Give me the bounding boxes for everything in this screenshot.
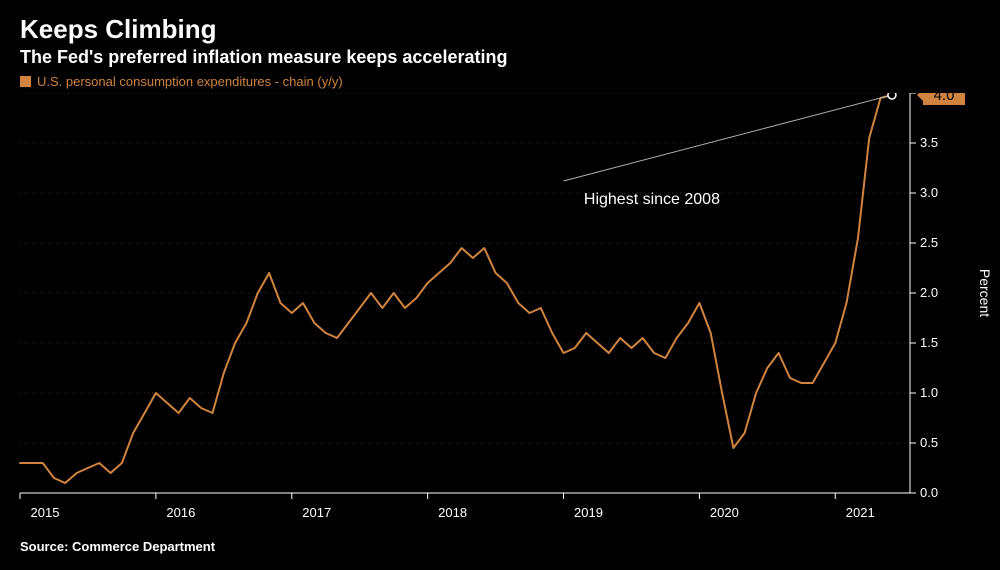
series-line — [20, 95, 892, 483]
legend-label: U.S. personal consumption expenditures -… — [37, 74, 343, 89]
y-tick-label: 2.5 — [920, 235, 938, 250]
annotation-leader — [564, 95, 892, 181]
legend: U.S. personal consumption expenditures -… — [20, 74, 980, 89]
line-chart-svg: 0.0 0.5 1.0 1.5 2.0 2.5 3.0 3.5 4.0 2015 2016 2017 2… — [0, 93, 1000, 533]
value-badge-label: 4.0 — [934, 93, 955, 104]
x-tick-label: 2019 — [574, 505, 603, 520]
legend-swatch — [20, 76, 31, 87]
x-tick-label: 2015 — [31, 505, 60, 520]
y-tick-label: 3.0 — [920, 185, 938, 200]
chart-title: Keeps Climbing — [20, 14, 980, 45]
chart-area: 0.0 0.5 1.0 1.5 2.0 2.5 3.0 3.5 4.0 2015 2016 2017 2… — [0, 93, 1000, 533]
chart-subtitle: The Fed's preferred inflation measure ke… — [20, 47, 980, 68]
chart-header: Keeps Climbing The Fed's preferred infla… — [0, 0, 1000, 93]
y-tick-label: 2.0 — [920, 285, 938, 300]
y-tick-label: 1.0 — [920, 385, 938, 400]
y-tick-label: 3.5 — [920, 135, 938, 150]
x-tick-label: 2018 — [438, 505, 467, 520]
x-tick-label: 2020 — [710, 505, 739, 520]
y-tick-label: 1.5 — [920, 335, 938, 350]
annotation-text: Highest since 2008 — [584, 191, 720, 208]
x-tick-label: 2021 — [846, 505, 875, 520]
x-tick-label: 2017 — [302, 505, 331, 520]
y-tick-label: 0.5 — [920, 435, 938, 450]
source-label: Source: Commerce Department — [0, 533, 1000, 554]
x-tick-label: 2016 — [166, 505, 195, 520]
end-point-marker — [888, 93, 896, 99]
y-tick-label: 0.0 — [920, 485, 938, 500]
y-axis-title: Percent — [977, 269, 993, 317]
